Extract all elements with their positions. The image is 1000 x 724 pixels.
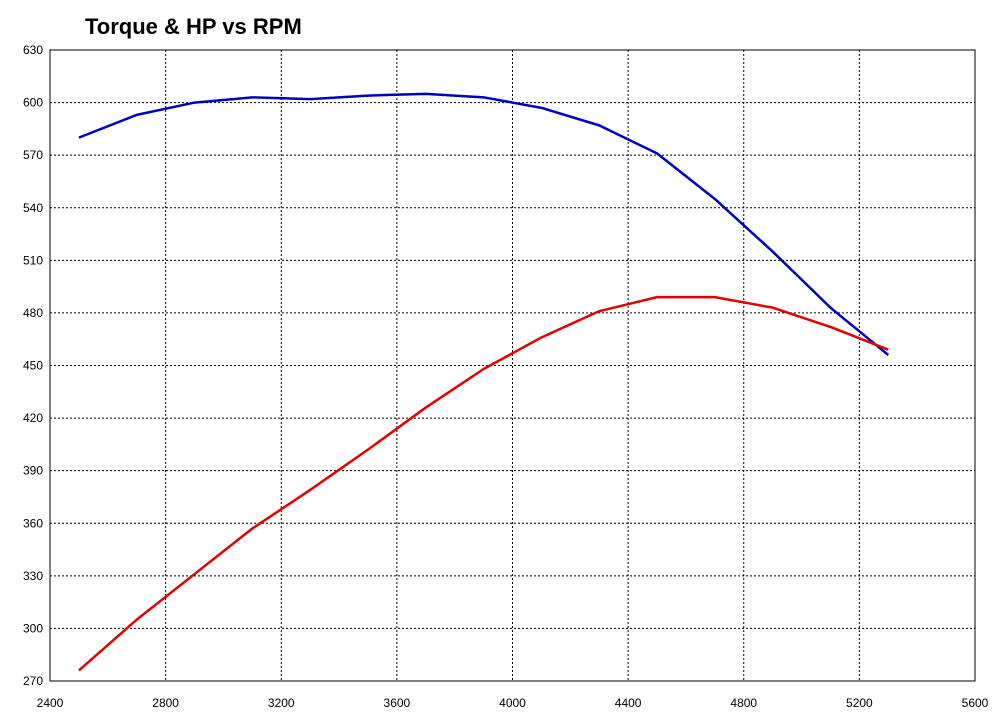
x-tick-label: 2800 (152, 696, 179, 710)
series-lines (78, 92, 890, 672)
x-tick-label: 3600 (384, 696, 411, 710)
series-line-blue (78, 92, 890, 356)
series-line-red (78, 295, 889, 672)
y-axis-ticks: 270 300 330 360 390 420 450 480 510 540 570 600 630 (23, 43, 43, 688)
x-tick-label: 5200 (846, 696, 873, 710)
y-tick-label: 630 (23, 43, 43, 57)
x-tick-label: 4800 (730, 696, 757, 710)
y-tick-label: 300 (23, 621, 43, 635)
y-tick-label: 540 (23, 201, 43, 215)
y-tick-label: 330 (23, 569, 43, 583)
y-tick-label: 360 (23, 516, 43, 530)
x-tick-label: 4400 (615, 696, 642, 710)
chart-title: Torque & HP vs RPM (85, 14, 302, 39)
x-axis-ticks: 2400 2800 3200 3600 4000 4400 4800 5200 5600 (37, 696, 989, 710)
y-tick-label: 270 (23, 674, 43, 688)
grid-lines (50, 50, 975, 681)
y-tick-label: 510 (23, 253, 43, 267)
y-tick-label: 570 (23, 148, 43, 162)
plot-frame (49, 49, 976, 682)
x-tick-label: 4000 (499, 696, 526, 710)
x-tick-label: 2400 (37, 696, 64, 710)
y-tick-label: 600 (23, 96, 43, 110)
x-tick-label: 3200 (268, 696, 295, 710)
y-tick-label: 390 (23, 464, 43, 478)
y-tick-label: 450 (23, 359, 43, 373)
y-tick-label: 420 (23, 411, 43, 425)
y-tick-label: 480 (23, 306, 43, 320)
x-tick-label: 5600 (962, 696, 989, 710)
